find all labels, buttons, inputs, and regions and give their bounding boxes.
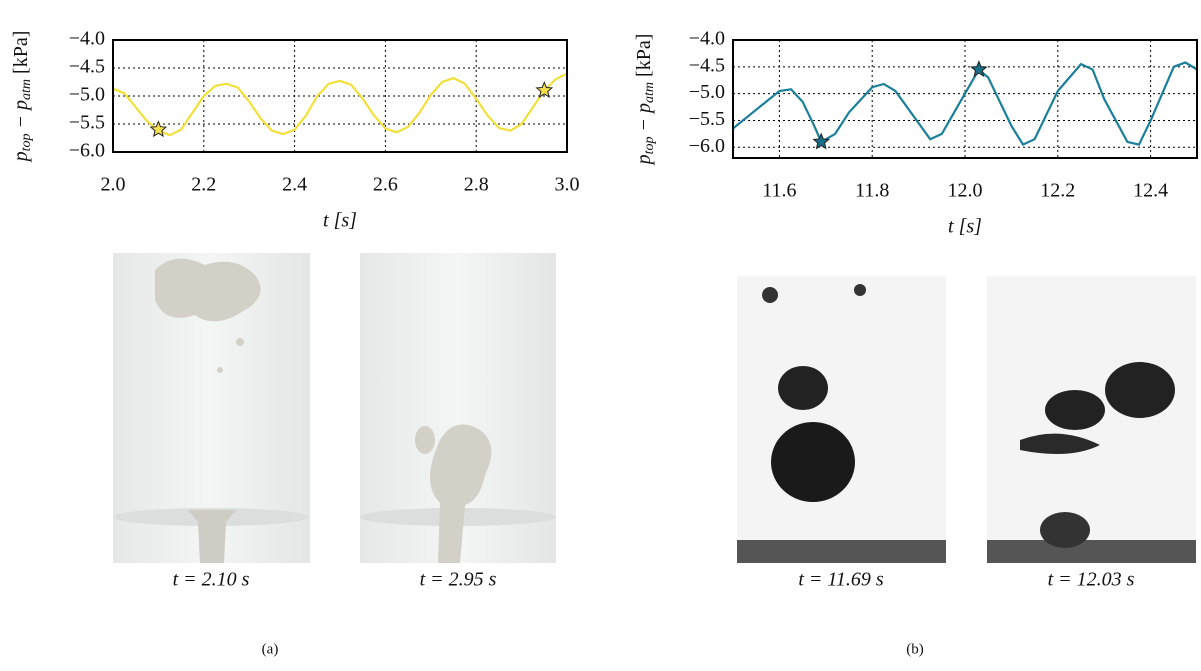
x-axis-label: t [s] bbox=[323, 210, 357, 232]
y-tick-label: −6.0 bbox=[689, 135, 725, 157]
y-tick-label: −4.5 bbox=[69, 56, 105, 78]
experiment-image bbox=[987, 276, 1196, 563]
x-tick-label: 12.2 bbox=[1040, 180, 1075, 202]
y-tick-label: −5.5 bbox=[689, 108, 725, 130]
panel-label: (b) bbox=[906, 641, 924, 657]
y-axis-label-part: atm bbox=[19, 79, 34, 100]
simulation-image bbox=[360, 253, 556, 563]
x-axis-label: t [s] bbox=[948, 216, 982, 238]
x-tick-label: 2.0 bbox=[101, 174, 126, 196]
y-tick-label: −4.0 bbox=[69, 28, 105, 50]
y-axis-label-part: top bbox=[19, 133, 34, 151]
y-axis-label: ptop − patm [kPa] bbox=[633, 34, 658, 167]
star-marker bbox=[535, 81, 554, 98]
y-axis-label-part: [kPa] bbox=[10, 31, 32, 79]
star-marker bbox=[970, 60, 988, 78]
x-tick-label: 2.6 bbox=[373, 174, 398, 196]
y-tick-label: −6.0 bbox=[69, 140, 105, 162]
x-tick-label: 12.4 bbox=[1133, 180, 1168, 202]
star-marker bbox=[812, 132, 831, 150]
y-axis-label-part: p bbox=[633, 154, 655, 166]
x-tick-label: 11.6 bbox=[762, 180, 796, 202]
data-line bbox=[732, 61, 1198, 147]
y-axis-label-part: top bbox=[642, 136, 657, 154]
plot-frame bbox=[732, 39, 1198, 159]
y-axis-label-part: − p bbox=[633, 103, 655, 137]
x-tick-label: 11.8 bbox=[855, 180, 889, 202]
x-tick-label: 2.4 bbox=[282, 174, 307, 196]
x-tick-label: 2.8 bbox=[464, 174, 489, 196]
y-axis-label-part: − p bbox=[10, 100, 32, 134]
simulation-image bbox=[113, 253, 310, 563]
y-axis-label-part: p bbox=[10, 151, 32, 163]
snapshot-caption: t = 2.95 s bbox=[420, 569, 497, 591]
y-tick-label: −4.0 bbox=[689, 28, 725, 50]
panel-label: (a) bbox=[262, 641, 279, 657]
y-tick-label: −4.5 bbox=[689, 54, 725, 76]
star-marker bbox=[149, 120, 168, 138]
plot-frame bbox=[112, 39, 568, 153]
experiment-image bbox=[737, 276, 946, 563]
x-tick-label: 3.0 bbox=[555, 174, 580, 196]
y-tick-label: −5.0 bbox=[689, 81, 725, 103]
y-axis-label-part: atm bbox=[642, 82, 657, 103]
y-tick-label: −5.0 bbox=[69, 84, 105, 106]
data-line bbox=[112, 72, 568, 137]
snapshot-caption: t = 12.03 s bbox=[1048, 569, 1135, 591]
snapshot-caption: t = 11.69 s bbox=[798, 569, 884, 591]
y-axis-label: ptop − patm [kPa] bbox=[10, 31, 35, 164]
snapshot-caption: t = 2.10 s bbox=[173, 569, 250, 591]
y-axis-label-part: [kPa] bbox=[633, 34, 655, 82]
x-tick-label: 2.2 bbox=[191, 174, 216, 196]
y-tick-label: −5.5 bbox=[69, 112, 105, 134]
x-tick-label: 12.0 bbox=[948, 180, 983, 202]
